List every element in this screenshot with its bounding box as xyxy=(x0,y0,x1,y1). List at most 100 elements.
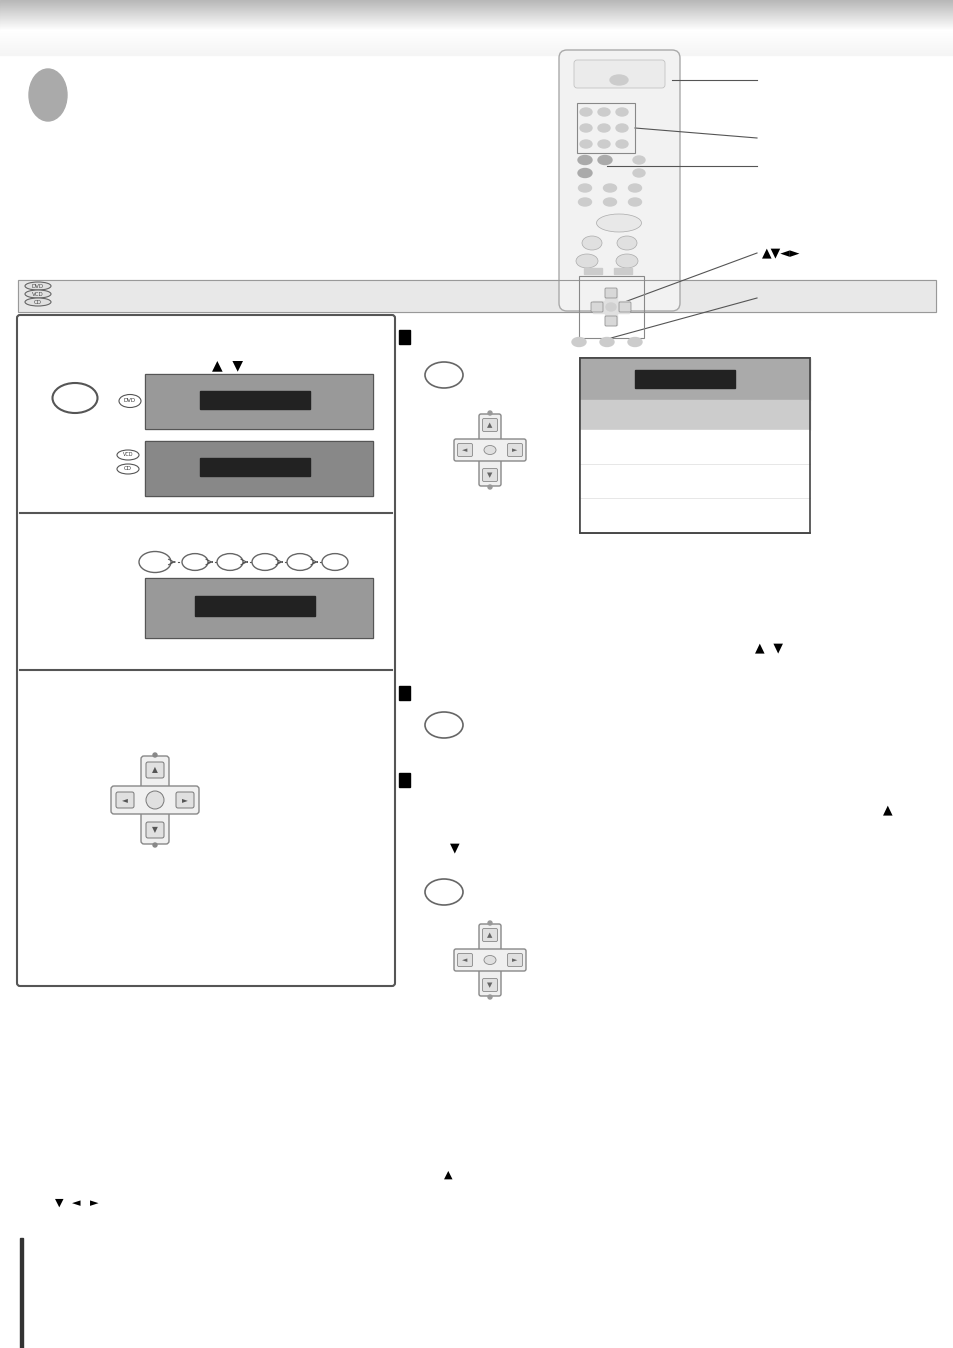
Ellipse shape xyxy=(616,124,627,132)
Circle shape xyxy=(146,791,164,809)
Circle shape xyxy=(488,921,492,925)
Text: ▼: ▼ xyxy=(55,1198,64,1208)
Text: ◄: ◄ xyxy=(122,795,128,805)
Text: ►: ► xyxy=(182,795,188,805)
FancyBboxPatch shape xyxy=(482,469,497,481)
Bar xyxy=(579,497,809,531)
FancyBboxPatch shape xyxy=(141,756,169,844)
Bar xyxy=(398,772,410,787)
Text: ►: ► xyxy=(512,448,517,453)
FancyBboxPatch shape xyxy=(454,439,525,461)
Ellipse shape xyxy=(581,236,601,249)
Bar xyxy=(145,578,373,638)
Ellipse shape xyxy=(182,554,208,570)
Bar xyxy=(200,458,310,476)
Ellipse shape xyxy=(139,551,171,573)
FancyBboxPatch shape xyxy=(478,923,500,996)
Ellipse shape xyxy=(628,198,640,206)
Ellipse shape xyxy=(627,337,641,346)
Text: ▼: ▼ xyxy=(487,981,492,988)
Text: VCD: VCD xyxy=(123,453,133,457)
Ellipse shape xyxy=(117,450,139,460)
Text: ▲  ▼: ▲ ▼ xyxy=(213,359,243,372)
Ellipse shape xyxy=(287,554,313,570)
Bar xyxy=(593,301,628,313)
FancyBboxPatch shape xyxy=(457,953,472,967)
Ellipse shape xyxy=(616,140,627,148)
Ellipse shape xyxy=(322,554,348,570)
FancyBboxPatch shape xyxy=(482,418,497,431)
Circle shape xyxy=(152,842,157,847)
Bar xyxy=(18,280,935,311)
Bar xyxy=(20,1237,23,1348)
Bar xyxy=(604,288,617,325)
Ellipse shape xyxy=(628,183,640,191)
Text: ▲: ▲ xyxy=(443,1170,452,1180)
Text: ▲▼◄►: ▲▼◄► xyxy=(761,247,800,260)
Text: ◄: ◄ xyxy=(462,957,467,962)
FancyBboxPatch shape xyxy=(507,443,522,457)
Text: ▼: ▼ xyxy=(152,825,158,834)
Bar xyxy=(145,373,373,429)
Ellipse shape xyxy=(25,298,51,306)
Text: DVD: DVD xyxy=(31,283,44,288)
FancyBboxPatch shape xyxy=(175,793,193,807)
Bar xyxy=(145,373,373,429)
Text: ▼: ▼ xyxy=(450,841,459,855)
Ellipse shape xyxy=(617,236,637,249)
Ellipse shape xyxy=(578,168,592,178)
FancyBboxPatch shape xyxy=(116,793,133,807)
Bar xyxy=(18,280,935,311)
Ellipse shape xyxy=(483,956,496,965)
Text: ▲  ▼: ▲ ▼ xyxy=(754,642,782,655)
Ellipse shape xyxy=(52,383,97,412)
Bar xyxy=(614,268,631,274)
Text: ▲: ▲ xyxy=(487,931,492,938)
Text: DVD: DVD xyxy=(124,399,136,403)
FancyBboxPatch shape xyxy=(590,302,602,311)
Ellipse shape xyxy=(572,337,585,346)
Ellipse shape xyxy=(483,445,496,454)
Circle shape xyxy=(152,754,157,758)
Ellipse shape xyxy=(117,464,139,474)
Ellipse shape xyxy=(596,214,640,232)
FancyBboxPatch shape xyxy=(507,953,522,967)
FancyBboxPatch shape xyxy=(574,61,664,88)
Ellipse shape xyxy=(603,183,616,191)
FancyBboxPatch shape xyxy=(482,979,497,992)
Ellipse shape xyxy=(578,183,591,191)
FancyBboxPatch shape xyxy=(454,949,525,971)
Ellipse shape xyxy=(25,290,51,298)
Text: VCD: VCD xyxy=(32,291,44,297)
Circle shape xyxy=(488,485,492,489)
Ellipse shape xyxy=(598,108,609,116)
Ellipse shape xyxy=(424,363,462,388)
Ellipse shape xyxy=(603,198,616,206)
Circle shape xyxy=(488,995,492,999)
Text: ▲: ▲ xyxy=(882,803,892,817)
Text: ◄: ◄ xyxy=(462,448,467,453)
Bar xyxy=(398,330,410,344)
Ellipse shape xyxy=(633,168,644,177)
Ellipse shape xyxy=(424,712,462,737)
Bar xyxy=(577,102,635,154)
FancyBboxPatch shape xyxy=(482,929,497,941)
Bar xyxy=(579,359,809,400)
FancyBboxPatch shape xyxy=(604,315,617,326)
Ellipse shape xyxy=(576,253,598,268)
Text: ◄: ◄ xyxy=(71,1198,80,1208)
Ellipse shape xyxy=(579,124,592,132)
Circle shape xyxy=(488,411,492,415)
Bar xyxy=(200,391,310,408)
Ellipse shape xyxy=(598,124,609,132)
Ellipse shape xyxy=(579,108,592,116)
Ellipse shape xyxy=(616,253,638,268)
Ellipse shape xyxy=(29,69,67,121)
Bar xyxy=(579,464,809,497)
Ellipse shape xyxy=(119,395,141,407)
Bar xyxy=(578,276,643,338)
Text: CD: CD xyxy=(124,466,132,472)
Bar xyxy=(145,578,373,638)
Text: ▲: ▲ xyxy=(152,766,158,775)
Ellipse shape xyxy=(616,108,627,116)
